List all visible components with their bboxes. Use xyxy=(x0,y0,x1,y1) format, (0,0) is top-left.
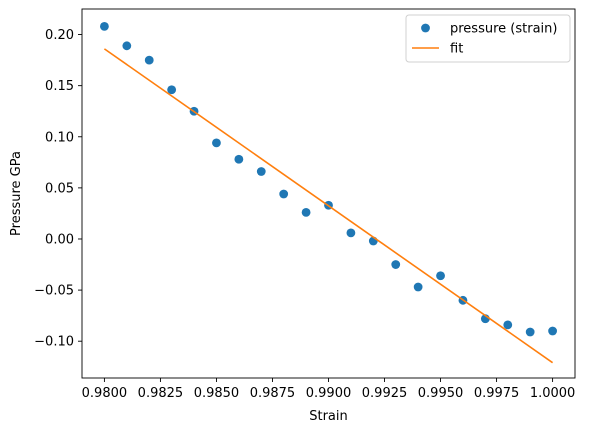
data-point xyxy=(279,189,289,199)
data-point xyxy=(346,228,356,238)
data-point xyxy=(234,154,244,164)
data-point xyxy=(503,320,513,330)
y-tick-label: 0.00 xyxy=(45,232,74,247)
y-tick-label: −0.05 xyxy=(34,284,74,299)
data-point xyxy=(436,271,445,281)
y-tick-label: 0.20 xyxy=(45,28,74,43)
fit-line xyxy=(103,48,554,364)
data-point xyxy=(525,327,535,337)
y-tick-label: 0.15 xyxy=(45,79,74,94)
x-tick-label: 1.0000 xyxy=(530,386,576,401)
x-tick-label: 0.9925 xyxy=(362,386,408,401)
axes: 0.9800 0.9825 0.9850 0.9875 0.9900 0.9925 0.99… xyxy=(34,8,576,401)
legend-box xyxy=(405,14,571,63)
data-point xyxy=(548,326,557,336)
data-point xyxy=(122,41,132,51)
x-tick-label: 0.9950 xyxy=(418,386,464,401)
x-tick-label: 0.9800 xyxy=(82,386,128,401)
legend-entry-label: fit xyxy=(450,42,463,57)
data-point xyxy=(413,282,423,292)
data-point xyxy=(256,167,266,176)
legend-entry-label: pressure (strain) xyxy=(450,22,557,37)
y-axis-label: Pressure GPa xyxy=(9,151,24,236)
y-tick-label: −0.10 xyxy=(34,335,74,350)
plot-area xyxy=(100,21,557,364)
x-tick-label: 0.9825 xyxy=(138,386,184,401)
x-tick-label: 0.9900 xyxy=(306,386,352,401)
y-tick-label: 0.10 xyxy=(45,130,74,145)
data-point xyxy=(212,138,221,148)
x-tick-label: 0.9875 xyxy=(250,386,296,401)
legend-marker-swatch xyxy=(421,23,430,33)
x-tick-label: 0.9850 xyxy=(194,386,240,401)
x-axis-label: Strain xyxy=(309,409,348,424)
data-point xyxy=(301,208,311,217)
data-point xyxy=(144,55,154,65)
data-point xyxy=(391,260,401,269)
x-tick-label: 0.9975 xyxy=(474,386,520,401)
legend: pressure (strain) fit xyxy=(405,14,571,63)
data-point xyxy=(100,21,109,31)
data-point xyxy=(167,85,177,95)
y-tick-label: 0.05 xyxy=(45,181,74,196)
